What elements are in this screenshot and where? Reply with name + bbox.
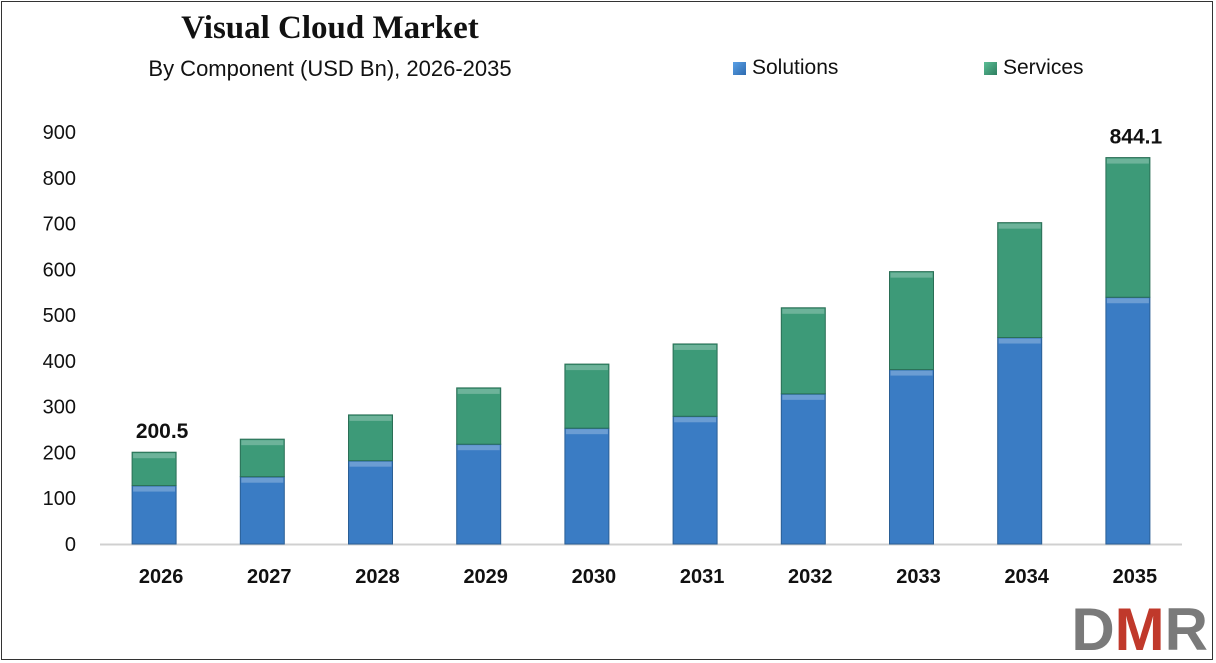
legend-label-services: Services — [1003, 56, 1084, 79]
legend-swatch-solutions — [733, 61, 746, 75]
bar-solutions-2034 — [997, 337, 1043, 545]
y-tick-label: 400 — [43, 351, 76, 373]
bar-bevel-highlight — [890, 370, 933, 376]
legend-item-solutions: Solutions — [733, 56, 838, 80]
bar-services-2032 — [780, 307, 826, 395]
y-tick-label: 300 — [43, 397, 76, 419]
bar-solutions-2031 — [672, 415, 718, 545]
bar-services-2035 — [1105, 157, 1151, 298]
bar-bevel-highlight — [349, 461, 392, 467]
bar-bevel-highlight — [241, 440, 284, 446]
data-label-2035: 844.1 — [1110, 126, 1163, 149]
bar-bevel-highlight — [241, 477, 284, 483]
bar-bevel-highlight — [782, 308, 825, 314]
x-tick-label: 2027 — [247, 566, 292, 588]
x-tick-label: 2030 — [572, 566, 617, 588]
x-tick-label: 2034 — [1004, 566, 1049, 588]
bar-solutions-2033 — [889, 369, 934, 545]
bar-services-2027 — [239, 438, 285, 478]
bar-bevel-highlight — [565, 365, 608, 371]
bar-solutions-2030 — [564, 427, 610, 545]
y-tick-label: 100 — [43, 488, 76, 510]
bar-bevel-highlight — [674, 344, 717, 350]
bar-solutions-2027 — [239, 476, 285, 545]
x-tick-label: 2035 — [1113, 566, 1158, 588]
x-tick-label: 2031 — [680, 566, 725, 588]
bar-bevel-highlight — [998, 223, 1041, 229]
bar-bevel-highlight — [1106, 158, 1149, 164]
legend-swatch-services — [984, 61, 997, 75]
bar-solutions-2035 — [1105, 296, 1151, 545]
bar-bevel-highlight — [890, 272, 933, 278]
bar-bevel-highlight — [782, 394, 825, 400]
chart-title: Visual Cloud Market — [181, 10, 479, 46]
bar-solutions-2032 — [780, 393, 826, 545]
bar-services-2033 — [889, 271, 934, 371]
bar-services-2028 — [348, 414, 393, 462]
bar-services-2026 — [131, 451, 177, 487]
bar-bevel-highlight — [565, 429, 608, 435]
x-tick-label: 2029 — [463, 566, 508, 588]
dmr-logo: DMR — [1071, 596, 1208, 663]
y-tick-label: 700 — [43, 214, 76, 236]
legend-item-services: Services — [984, 56, 1084, 80]
bar-bevel-highlight — [457, 388, 500, 394]
bar-bevel-highlight — [349, 415, 392, 421]
bar-services-2029 — [456, 387, 502, 445]
y-tick-label: 800 — [43, 168, 76, 190]
bar-bevel-highlight — [674, 417, 717, 423]
bar-services-2031 — [672, 343, 718, 417]
y-tick-label: 600 — [43, 259, 76, 281]
bar-solutions-2026 — [131, 485, 177, 545]
bar-services-2030 — [564, 363, 610, 429]
x-tick-label: 2026 — [139, 566, 184, 588]
bar-solutions-2029 — [456, 443, 502, 545]
bar-services-2034 — [997, 222, 1043, 339]
legend-label-solutions: Solutions — [752, 56, 839, 79]
y-tick-label: 500 — [43, 305, 76, 327]
bar-bevel-highlight — [133, 486, 176, 492]
data-label-2026: 200.5 — [136, 420, 189, 443]
bar-solutions-2028 — [348, 460, 393, 545]
bar-bevel-highlight — [998, 338, 1041, 344]
x-tick-label: 2032 — [788, 566, 833, 588]
bar-bevel-highlight — [133, 453, 176, 459]
y-tick-label: 0 — [65, 534, 76, 556]
y-tick-label: 900 — [43, 122, 76, 144]
chart-subtitle: By Component (USD Bn), 2026-2035 — [148, 56, 512, 81]
y-tick-label: 200 — [43, 442, 76, 464]
x-tick-label: 2028 — [355, 566, 400, 588]
x-tick-label: 2033 — [896, 566, 941, 588]
bar-bevel-highlight — [1106, 298, 1149, 304]
bar-bevel-highlight — [457, 445, 500, 451]
